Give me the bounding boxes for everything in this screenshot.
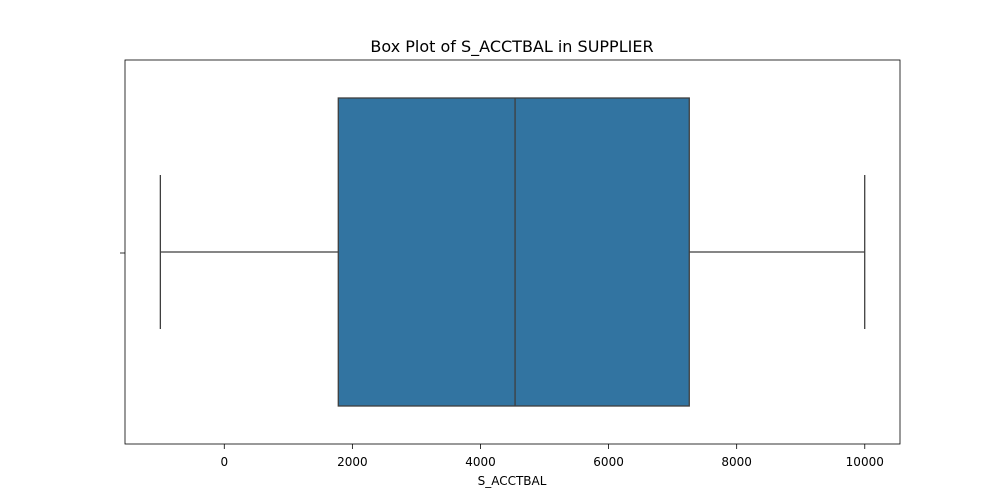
- x-tick-label: 8000: [721, 455, 752, 469]
- x-tick-label: 6000: [593, 455, 624, 469]
- x-tick-label: 0: [220, 455, 228, 469]
- chart-title: Box Plot of S_ACCTBAL in SUPPLIER: [370, 37, 653, 57]
- x-axis-label: S_ACCTBAL: [478, 474, 547, 488]
- x-tick-label: 4000: [465, 455, 496, 469]
- interquartile-box: [337, 97, 690, 407]
- x-tick-label: 2000: [337, 455, 368, 469]
- x-axis-ticks: 0 2000 4000 6000 8000 10000: [220, 444, 884, 469]
- plot-area: [124, 59, 901, 445]
- x-tick-label: 10000: [846, 455, 884, 469]
- plot-frame: [124, 59, 901, 445]
